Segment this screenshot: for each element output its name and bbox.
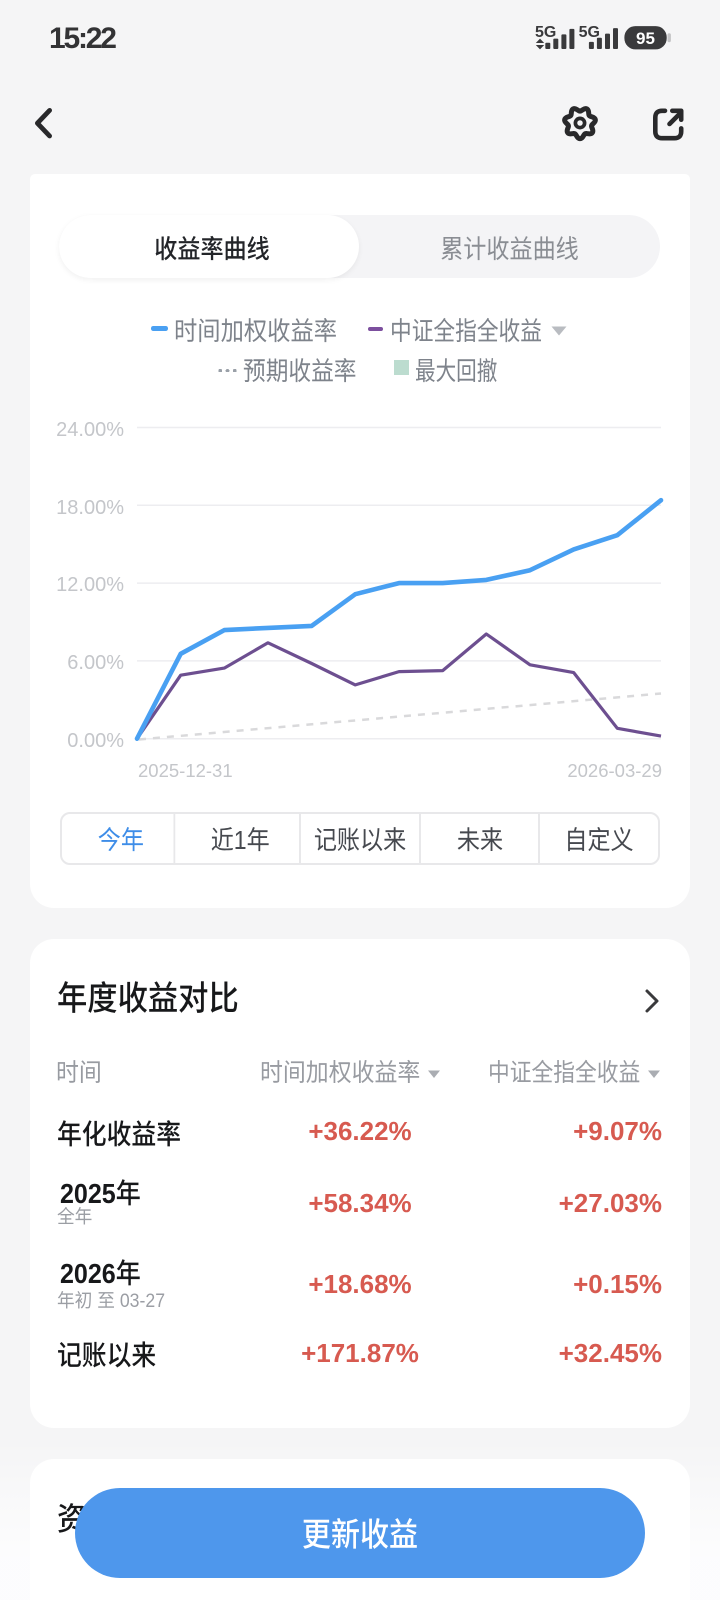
- svg-text:5G: 5G: [579, 24, 600, 41]
- svg-text:5G: 5G: [535, 24, 556, 41]
- svg-text:95: 95: [636, 29, 655, 48]
